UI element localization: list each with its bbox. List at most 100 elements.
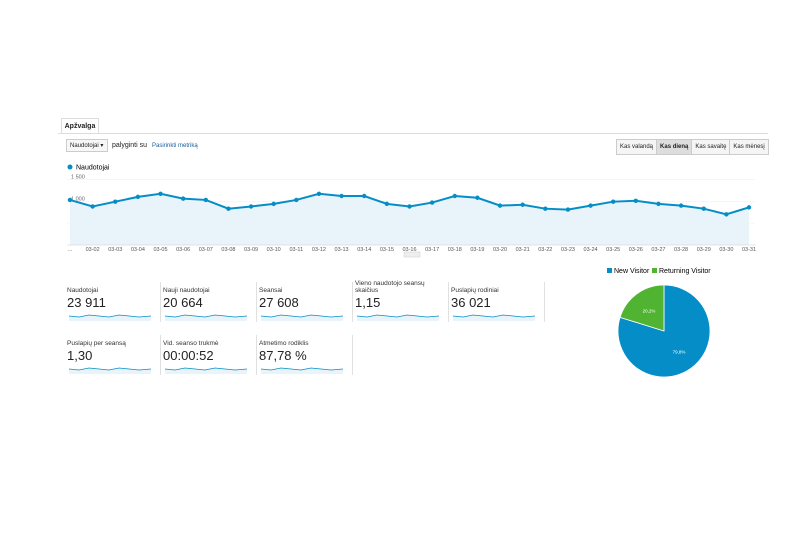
point bbox=[588, 203, 593, 208]
interval-button[interactable]: Kas dieną bbox=[656, 139, 693, 155]
x-tick-label: 03-22 bbox=[538, 247, 552, 253]
metric-label: Puslapių rodiniai bbox=[451, 286, 499, 294]
sparkline bbox=[68, 367, 152, 374]
metric-card: Puslapių rodiniai 36 021 bbox=[449, 282, 545, 322]
x-tick-label: 03-27 bbox=[651, 247, 665, 253]
x-tick-label: 03-25 bbox=[606, 247, 620, 253]
point bbox=[407, 204, 412, 209]
sparkline-line bbox=[452, 314, 536, 318]
sparkline-line bbox=[68, 367, 152, 371]
metric-value: 1,15 bbox=[355, 295, 381, 310]
point bbox=[339, 193, 344, 199]
point bbox=[158, 191, 163, 197]
metric-value: 20 664 bbox=[163, 295, 203, 310]
x-tick-label: 03-20 bbox=[493, 247, 507, 253]
x-tick-label: 03-19 bbox=[470, 247, 484, 253]
metric-value: 23 911 bbox=[67, 295, 106, 310]
dropdown-text: Naudotojai bbox=[70, 143, 99, 149]
sparkline bbox=[356, 314, 440, 321]
sparkline-area bbox=[165, 315, 247, 321]
point bbox=[656, 201, 661, 207]
point bbox=[678, 203, 684, 208]
point bbox=[701, 206, 706, 211]
x-tick-label: 03-23 bbox=[561, 247, 575, 253]
pie-chart: New Visitor Returning Visitor 79,8% 20,2% bbox=[607, 268, 711, 378]
metric-card: Naudotojai 23 911 bbox=[65, 282, 161, 322]
point bbox=[633, 198, 639, 204]
point bbox=[226, 206, 231, 211]
point bbox=[294, 197, 299, 203]
x-tick-label: 03-14 bbox=[357, 247, 371, 253]
sparkline-area bbox=[69, 315, 151, 321]
metric-dropdown[interactable]: Naudotojai ▾ bbox=[66, 139, 108, 152]
x-tick-label: 03-31 bbox=[742, 247, 756, 253]
area bbox=[70, 193, 749, 245]
metric-label: Naudotojai bbox=[67, 286, 99, 294]
sparkline-line bbox=[164, 314, 248, 318]
x-tick-label: 03-18 bbox=[448, 247, 462, 253]
x-tick-label: 03-07 bbox=[199, 247, 213, 253]
point bbox=[611, 199, 616, 204]
point bbox=[565, 207, 571, 212]
x-tick-label: 03-15 bbox=[380, 247, 394, 253]
sparkline bbox=[164, 314, 248, 321]
point bbox=[67, 197, 73, 203]
metric-label: Vieno naudotojo seansų skaičius bbox=[355, 280, 425, 294]
metric-label: Vid. seanso trukmė bbox=[163, 339, 219, 347]
sparkline-area bbox=[69, 368, 151, 374]
metrics: Naudotojai 23 911 Nauji naudotojai 20 664 Se… bbox=[65, 280, 550, 375]
tab[interactable]: Apžvalga bbox=[61, 118, 99, 134]
point bbox=[475, 195, 480, 200]
sparkline bbox=[164, 367, 248, 374]
x-tick-label: 03-06 bbox=[176, 247, 190, 253]
x-tick-label: 03-29 bbox=[697, 247, 711, 253]
x-tick-label: 03-26 bbox=[629, 247, 643, 253]
x-tick-label: 03-09 bbox=[244, 247, 258, 253]
point bbox=[180, 196, 186, 201]
point bbox=[113, 199, 118, 204]
point bbox=[429, 200, 435, 205]
point bbox=[497, 203, 503, 208]
sparkline-line bbox=[164, 367, 248, 371]
x-tick-label: 03-16 bbox=[402, 247, 416, 253]
point bbox=[362, 193, 367, 199]
point bbox=[90, 204, 95, 209]
sparkline-line bbox=[68, 314, 152, 318]
point bbox=[452, 193, 457, 199]
legend-swatch bbox=[607, 268, 612, 273]
slice-label: 79,8% bbox=[673, 349, 686, 354]
legend-label: Returning Visitor bbox=[659, 268, 711, 275]
select-metric-link[interactable]: Pasirinkti metriką bbox=[152, 143, 198, 149]
sparkline bbox=[452, 314, 536, 321]
sparkline-line bbox=[260, 367, 344, 371]
point bbox=[724, 212, 729, 217]
interval-button[interactable]: Kas valandą bbox=[616, 139, 658, 155]
x-tick-label: 03-11 bbox=[289, 247, 303, 253]
point bbox=[316, 191, 322, 197]
metric-label: Seansai bbox=[259, 286, 283, 294]
sparkline-area bbox=[261, 315, 343, 321]
x-tick-label: 03-30 bbox=[719, 247, 733, 253]
metric-card: Seansai 27 608 bbox=[257, 282, 353, 322]
x-tick-label: 03-17 bbox=[425, 247, 439, 253]
sparkline-area bbox=[357, 315, 439, 321]
metric-card: Vid. seanso trukmė 00:00:52 bbox=[161, 335, 257, 375]
interval-button[interactable]: Kas savaitę bbox=[691, 139, 731, 155]
compare-text: palyginti su bbox=[112, 142, 148, 149]
metric-value: 1,30 bbox=[67, 348, 93, 363]
metric-card: Nauji naudotojai 20 664 bbox=[161, 282, 257, 322]
point bbox=[543, 206, 548, 211]
divider bbox=[58, 133, 768, 134]
metric-label: Puslapių per seansą bbox=[67, 339, 126, 347]
sparkline-line bbox=[356, 314, 440, 318]
sparkline-area bbox=[261, 368, 343, 374]
x-tick-label: 03-21 bbox=[516, 247, 530, 253]
point bbox=[203, 197, 208, 203]
x-tick-label: 03-13 bbox=[335, 247, 349, 253]
metric-value: 36 021 bbox=[451, 295, 491, 310]
sparkline bbox=[68, 314, 152, 321]
interval-button[interactable]: Kas mėnesį bbox=[729, 139, 769, 155]
sparkline-area bbox=[165, 368, 247, 374]
